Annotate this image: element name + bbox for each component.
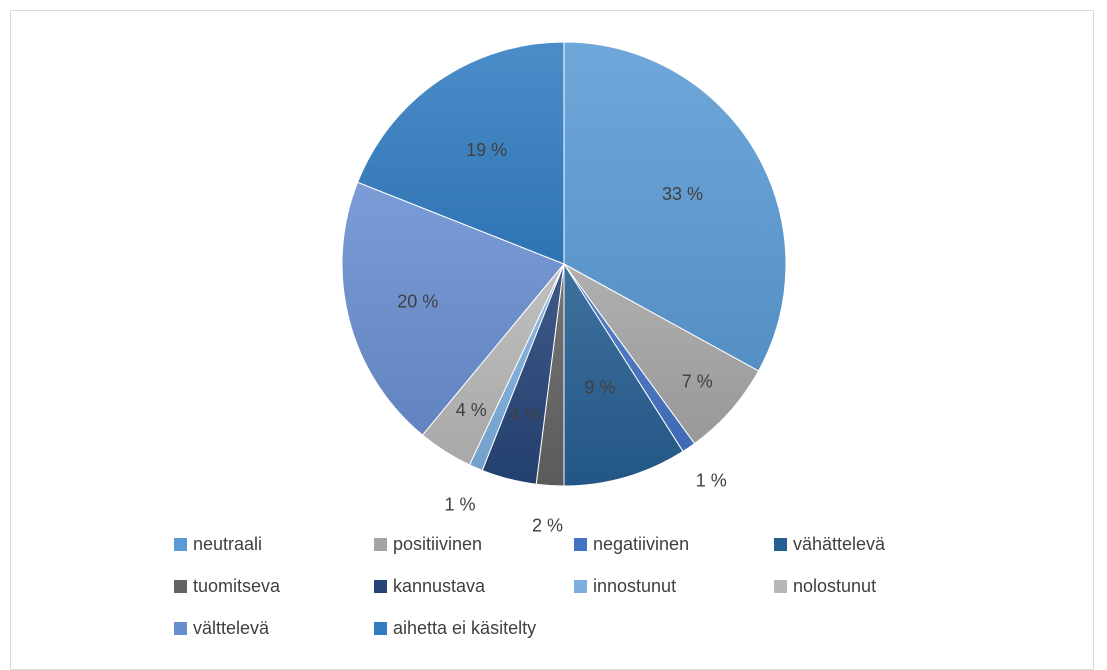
legend-label: nolostunut (793, 576, 877, 596)
legend-swatch (174, 622, 187, 635)
legend-swatch (374, 622, 387, 635)
legend-label: välttelevä (193, 618, 270, 638)
legend-label: tuomitseva (193, 576, 281, 596)
legend-label: negatiivinen (593, 534, 690, 554)
pie-slice-vähättelevä (563, 262, 684, 487)
legend-item-aihetta-ei-käsitelty: aihetta ei käsitelty (374, 618, 536, 639)
pie-chart: 33 % 7 % 1 % 9 % 2 % 4 % 1 % 4 % 20 % 19 % (341, 41, 787, 535)
legend-swatch (174, 580, 187, 593)
legend-swatch (374, 538, 387, 551)
legend-item-neutraali: neutraali (174, 534, 262, 555)
data-label-neutraali: 33 % (662, 184, 703, 204)
pie-slice-aihetta-ei-käsitelty (356, 41, 565, 265)
data-label-nolostunut: 4 % (456, 400, 487, 420)
data-label-positiivinen: 7 % (682, 371, 713, 391)
data-label-välttelevä: 20 % (397, 292, 438, 312)
legend-label: positiivinen (393, 534, 483, 554)
legend-label: vähättelevä (793, 534, 886, 554)
legend-item-negatiivinen: negatiivinen (574, 534, 689, 555)
legend-label: innostunut (593, 576, 677, 596)
legend-swatch (774, 580, 787, 593)
legend-label: aihetta ei käsitelty (393, 618, 537, 638)
chart-frame: 33 % 7 % 1 % 9 % 2 % 4 % 1 % 4 % 20 % 19 % neutra… (10, 10, 1094, 670)
legend-item-innostunut: innostunut (574, 576, 676, 597)
data-label-aihetta-ei-käsitelty: 19 % (466, 140, 507, 160)
pie-slice-neutraali (563, 41, 787, 372)
legend-swatch (374, 580, 387, 593)
legend-item-kannustava: kannustava (374, 576, 485, 597)
legend-item-välttelevä: välttelevä (174, 618, 269, 639)
data-label-tuomitseva: 2 % (532, 515, 563, 535)
legend-swatch (574, 538, 587, 551)
legend-swatch (574, 580, 587, 593)
legend-item-tuomitseva: tuomitseva (174, 576, 280, 597)
data-label-kannustava: 4 % (510, 405, 541, 425)
pie-slice-välttelevä (341, 181, 565, 436)
data-label-innostunut: 1 % (444, 494, 475, 514)
legend-label: neutraali (193, 534, 263, 554)
legend-swatch (174, 538, 187, 551)
legend-item-nolostunut: nolostunut (774, 576, 876, 597)
legend-item-positiivinen: positiivinen (374, 534, 482, 555)
legend-label: kannustava (393, 576, 486, 596)
legend-item-vähättelevä: vähättelevä (774, 534, 885, 555)
legend-swatch (774, 538, 787, 551)
data-label-negatiivinen: 1 % (696, 471, 727, 491)
data-label-vähättelevä: 9 % (584, 378, 615, 398)
